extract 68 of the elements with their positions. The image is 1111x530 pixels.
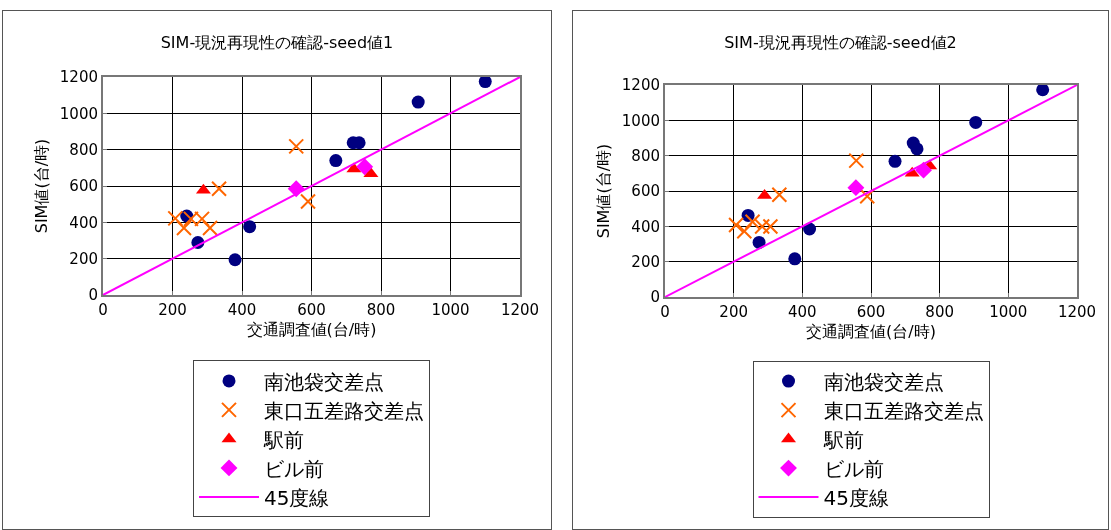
point	[329, 154, 343, 168]
chart-title: SIM-現況再現性の確認-seed値1	[160, 33, 394, 53]
x-axis-title: 交通調査値(台/時)	[806, 322, 936, 342]
y-tick-label: 1000	[621, 111, 660, 130]
y-tick-label: 1000	[59, 104, 98, 123]
point	[847, 179, 865, 197]
point	[411, 95, 425, 109]
x-tick-label: 600	[856, 303, 886, 321]
x-tick-label: 200	[719, 303, 748, 321]
y-tick-label: 1200	[621, 76, 660, 95]
y-tick-label: 800	[631, 146, 660, 165]
y-axis-title: SIM値(台/時)	[594, 143, 614, 239]
legend-label: 駅前	[263, 427, 304, 452]
y-tick-label: 200	[69, 249, 98, 268]
y-tick-label: 600	[631, 182, 660, 201]
x-tick-label: 1000	[989, 303, 1028, 321]
x-tick-label: 1000	[431, 301, 470, 319]
legend-label: 東口五差路交差点	[264, 398, 424, 423]
x-tick-label: 800	[925, 303, 954, 321]
legend-label: 駅前	[822, 427, 864, 452]
y-tick-label: 200	[631, 252, 660, 271]
point	[888, 154, 902, 168]
y-tick-label: 800	[69, 140, 98, 159]
x-tick-label: 400	[227, 301, 257, 319]
point	[1036, 85, 1050, 97]
point	[915, 161, 932, 179]
point	[243, 220, 257, 234]
point	[202, 219, 219, 236]
x-tick-label: 400	[788, 303, 817, 321]
point	[736, 223, 753, 240]
x-tick-label: 1200	[500, 301, 540, 319]
legend-label: 45度線	[823, 485, 889, 510]
point	[356, 158, 374, 176]
y-tick-label: 0	[88, 286, 98, 305]
point	[478, 77, 492, 89]
point	[910, 142, 924, 156]
x-axis-title: 交通調査値(台/時)	[246, 320, 377, 340]
point	[969, 115, 983, 129]
point	[859, 188, 876, 205]
y-tick-label: 1200	[59, 68, 98, 87]
legend-label: 東口五差路交差点	[823, 398, 984, 423]
point	[728, 216, 745, 233]
x-tick-label: 200	[158, 301, 187, 319]
y-tick-label: 400	[69, 213, 98, 232]
point	[762, 218, 779, 235]
legend-label: 45度線	[264, 485, 330, 510]
point	[288, 138, 305, 155]
point	[228, 253, 242, 267]
y-axis-title: SIM値(台/時)	[32, 138, 52, 234]
point	[754, 218, 771, 235]
chart-title: SIM-現況再現性の確認-seed値2	[724, 33, 957, 53]
legend-label: 南池袋交差点	[264, 369, 384, 394]
point	[848, 152, 865, 169]
x-tick-label: 1200	[1057, 303, 1097, 321]
x-tick-label: 800	[366, 301, 396, 319]
y-tick-label: 600	[69, 177, 98, 196]
legend-label: 南池袋交差点	[823, 369, 944, 394]
point	[211, 180, 228, 197]
x-tick-label: 600	[297, 301, 326, 319]
point	[744, 213, 761, 230]
legend-label: ビル前	[264, 456, 324, 481]
y-tick-label: 0	[650, 288, 660, 307]
point	[175, 219, 192, 236]
point	[788, 252, 802, 266]
point	[300, 193, 317, 210]
point	[771, 186, 788, 203]
legend-label: ビル前	[823, 456, 884, 481]
y-tick-label: 400	[631, 217, 660, 236]
